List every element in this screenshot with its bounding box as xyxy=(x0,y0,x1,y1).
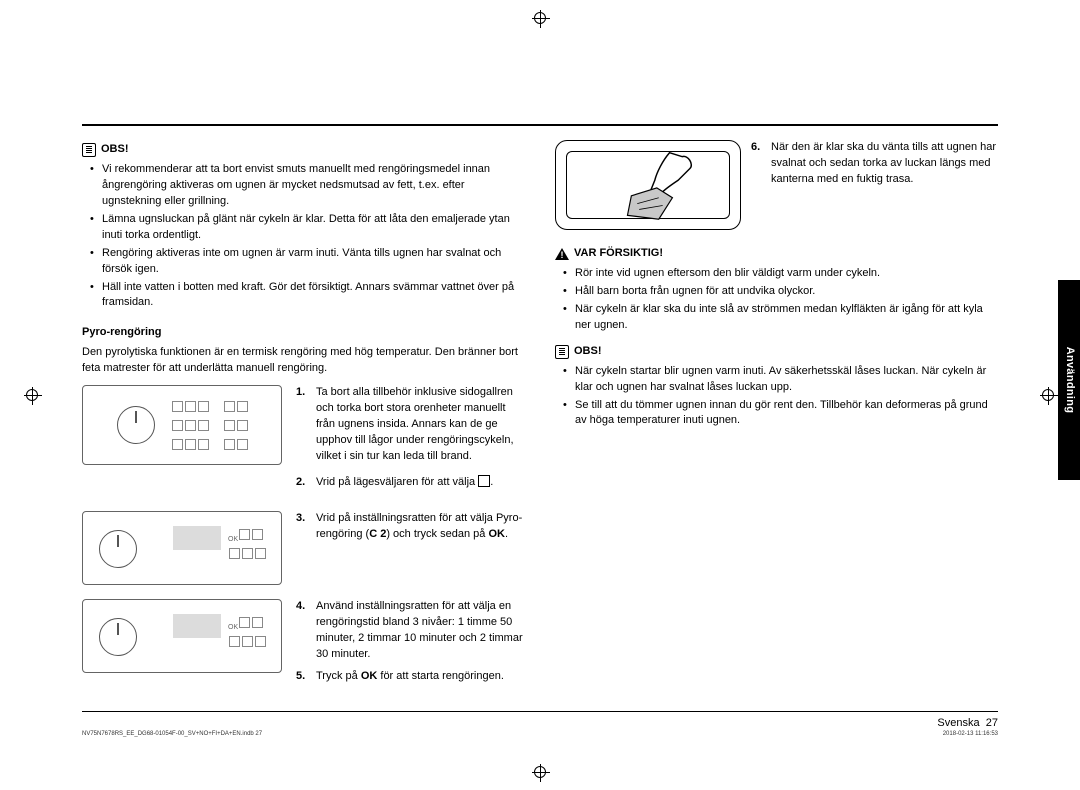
footer-lang: Svenska xyxy=(937,717,979,729)
obs-header-left: OBS! xyxy=(82,142,525,158)
footer-filename: NV75N7678RS_EE_DG68-01054F-00_SV+NO+FI+D… xyxy=(82,730,262,739)
note-icon xyxy=(82,143,96,157)
step-num: 2. xyxy=(296,475,310,491)
step-num: 6. xyxy=(751,140,765,188)
step-text: Vrid på inställningsratten för att välja… xyxy=(316,511,525,543)
obs-list-left: Vi rekommenderar att ta bort envist smut… xyxy=(82,162,525,311)
right-column: 6. När den är klar ska du vänta tills at… xyxy=(555,140,998,705)
control-panel-diagram-3: OK xyxy=(82,599,282,673)
obs-label: OBS! xyxy=(101,142,129,158)
step-row-1: 1. Ta bort alla tillbehör inklusive sido… xyxy=(82,385,525,471)
list-item: Häll inte vatten i botten med kraft. Gör… xyxy=(102,280,525,312)
step-row-2: 2. Vrid på lägesväljaren för att välja . xyxy=(82,475,525,497)
obs-label-right: OBS! xyxy=(574,344,602,360)
step-2: 2. Vrid på lägesväljaren för att välja . xyxy=(296,475,525,491)
step-num: 5. xyxy=(296,669,310,685)
bottom-rule xyxy=(82,711,998,712)
section-tab: Användning xyxy=(1058,280,1080,480)
step-3: 3. Vrid på inställningsratten för att vä… xyxy=(296,511,525,543)
obs-header-right: OBS! xyxy=(555,344,998,360)
registration-mark-left xyxy=(26,389,38,401)
left-column: OBS! Vi rekommenderar att ta bort envist… xyxy=(82,140,525,705)
list-item: Lämna ugnsluckan på glänt när cykeln är … xyxy=(102,212,525,244)
caution-list: Rör inte vid ugnen eftersom den blir väl… xyxy=(555,266,998,334)
step-num: 4. xyxy=(296,599,310,663)
step-1: 1. Ta bort alla tillbehör inklusive sido… xyxy=(296,385,525,465)
step-row-3: OK 3. Vrid på inställningsratten för att… xyxy=(82,511,525,585)
hand-cloth-svg xyxy=(556,141,740,229)
step-num: 1. xyxy=(296,385,310,465)
note-icon xyxy=(555,345,569,359)
page-content: OBS! Vi rekommenderar att ta bort envist… xyxy=(82,52,998,738)
step-4: 4. Använd inställningsratten för att väl… xyxy=(296,599,525,663)
caution-header: VAR FÖRSIKTIG! xyxy=(555,246,998,262)
caution-label: VAR FÖRSIKTIG! xyxy=(574,246,663,262)
step-text: När den är klar ska du vänta tills att u… xyxy=(771,140,998,188)
step-5: 5. Tryck på OK för att starta rengöringe… xyxy=(296,669,525,685)
top-rule xyxy=(82,124,998,126)
registration-mark-bottom xyxy=(534,766,546,778)
control-panel-diagram-1 xyxy=(82,385,282,465)
list-item: Vi rekommenderar att ta bort envist smut… xyxy=(102,162,525,210)
step-6: 6. När den är klar ska du vänta tills at… xyxy=(751,140,998,188)
warning-icon xyxy=(555,248,569,260)
footer-pagenum: 27 xyxy=(986,717,998,729)
pyro-intro: Den pyrolytiska funktionen är en termisk… xyxy=(82,345,525,377)
step-row-6: 6. När den är klar ska du vänta tills at… xyxy=(555,140,998,238)
control-panel-diagram-2: OK xyxy=(82,511,282,585)
section-tab-label: Användning xyxy=(1061,347,1077,414)
registration-mark-top xyxy=(534,12,546,24)
list-item: Håll barn borta från ugnen för att undvi… xyxy=(575,284,998,300)
step-text: Ta bort alla tillbehör inklusive sidogal… xyxy=(316,385,525,465)
footer-timestamp: 2018-02-13 11:16:53 xyxy=(943,730,998,739)
step-row-4: OK 4. Använd inställningsratten för att … xyxy=(82,599,525,691)
wipe-oven-illustration xyxy=(555,140,741,230)
step-text: Använd inställningsratten för att välja … xyxy=(316,599,525,663)
list-item: När cykeln är klar ska du inte slå av st… xyxy=(575,302,998,334)
list-item: Rör inte vid ugnen eftersom den blir väl… xyxy=(575,266,998,282)
list-item: Se till att du tömmer ugnen innan du gör… xyxy=(575,398,998,430)
list-item: När cykeln startar blir ugnen varm inuti… xyxy=(575,364,998,396)
pyro-heading: Pyro-rengöring xyxy=(82,325,525,341)
obs-list-right: När cykeln startar blir ugnen varm inuti… xyxy=(555,364,998,430)
step-text: Vrid på lägesväljaren för att välja . xyxy=(316,475,493,491)
mode-icon xyxy=(478,475,490,487)
step-text: Tryck på OK för att starta rengöringen. xyxy=(316,669,504,685)
list-item: Rengöring aktiveras inte om ugnen är var… xyxy=(102,246,525,278)
registration-mark-right xyxy=(1042,389,1054,401)
step-num: 3. xyxy=(296,511,310,543)
